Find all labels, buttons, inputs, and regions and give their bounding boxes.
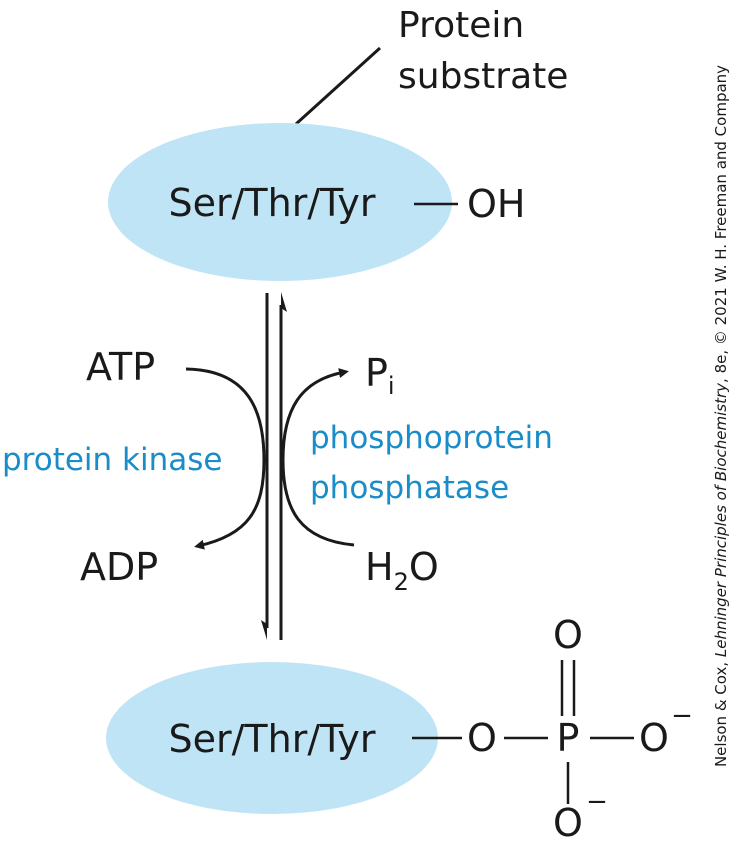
- forward-arrow-head: [261, 620, 267, 640]
- copyright-credit: Nelson & Cox, Lehninger Principles of Bi…: [712, 65, 730, 767]
- right-oxygen-charge: −: [671, 701, 693, 731]
- top-residue-label: Ser/Thr/Tyr: [168, 181, 375, 225]
- protein-kinase-label: protein kinase: [2, 442, 222, 478]
- substrate-label-line2: substrate: [398, 56, 568, 97]
- substrate-pointer-line: [294, 46, 382, 126]
- phosphatase-label-line1: phosphoprotein: [310, 420, 553, 456]
- bottom-protein-ellipse: [106, 662, 438, 814]
- bridging-oxygen-label: O: [467, 716, 497, 760]
- bottom-oxygen-label: O: [553, 801, 583, 843]
- adp-label: ADP: [80, 545, 158, 589]
- water-label: H2O: [365, 545, 439, 596]
- substrate-label-line1: Protein: [398, 5, 524, 46]
- top-protein-ellipse: [108, 123, 452, 281]
- phosphatase-label-line2: phosphatase: [310, 470, 509, 506]
- double-bonded-oxygen-label: O: [553, 613, 583, 657]
- right-oxygen-label: O: [639, 716, 669, 760]
- kinase-curved-arrow: [185, 367, 266, 550]
- reverse-arrow-head: [281, 292, 287, 312]
- pi-label: Pi: [365, 351, 395, 400]
- top-hydroxyl-label: OH: [467, 182, 525, 226]
- phosphatase-curved-arrow: [281, 368, 355, 547]
- bottom-residue-label: Ser/Thr/Tyr: [168, 717, 375, 761]
- bottom-oxygen-charge: −: [586, 787, 608, 817]
- atp-label: ATP: [86, 345, 155, 389]
- phosphorus-label: P: [557, 716, 580, 760]
